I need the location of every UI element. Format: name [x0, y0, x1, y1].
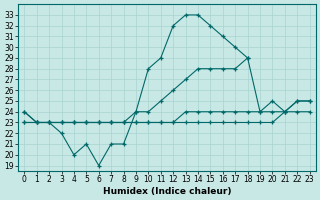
X-axis label: Humidex (Indice chaleur): Humidex (Indice chaleur)	[103, 187, 231, 196]
